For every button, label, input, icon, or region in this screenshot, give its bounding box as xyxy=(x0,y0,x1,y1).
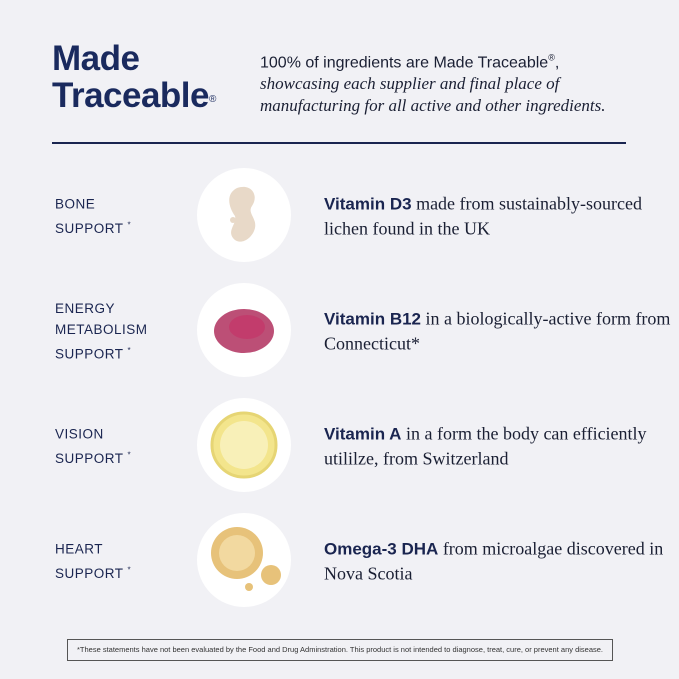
row-label: ENERGY METABOLISM SUPPORT * xyxy=(55,300,148,362)
divider xyxy=(52,142,626,144)
intro-text: 100% of ingredients are Made Traceable®,… xyxy=(260,48,660,117)
row-description: Vitamin B12 in a biologically-active for… xyxy=(324,308,671,354)
title-line-1: Made xyxy=(52,39,140,78)
row-energy: ENERGY METABOLISM SUPPORT * Vitamin B12 in… xyxy=(0,283,679,379)
intro-lead: 100% of ingredients are Made Traceable xyxy=(260,54,549,72)
intro-registered-mark: ® xyxy=(548,53,555,63)
row-label: BONE SUPPORT * xyxy=(55,196,132,236)
row-bone: BONE SUPPORT * Vitamin D3 made from susta… xyxy=(0,168,679,264)
row-description: Omega-3 DHA from microalgae discovered i… xyxy=(324,538,664,584)
intro-italic: showcasing each supplier and final place… xyxy=(260,74,606,116)
fda-disclaimer: *These statements have not been evaluate… xyxy=(67,639,613,661)
intro-comma: , xyxy=(554,54,560,72)
cream-drop-icon xyxy=(197,168,291,262)
row-vision: VISION SUPPORT * Vitamin A in a form the … xyxy=(0,398,679,494)
row-label: HEART SUPPORT * xyxy=(55,541,132,581)
title-line-2: Traceable xyxy=(52,76,210,115)
row-label: VISION SUPPORT * xyxy=(55,426,132,466)
row-description: Vitamin A in a form the body can efficie… xyxy=(324,423,647,469)
page-title: Made Traceable® xyxy=(52,40,216,114)
pink-powder-icon xyxy=(197,283,291,377)
row-heart: HEART SUPPORT * Omega-3 DHA from microalg… xyxy=(0,513,679,609)
registered-mark: ® xyxy=(209,94,216,105)
oil-dish-icon xyxy=(197,398,291,492)
row-description: Vitamin D3 made from sustainably-sourced… xyxy=(324,193,642,239)
oil-droplets-icon xyxy=(197,513,291,607)
